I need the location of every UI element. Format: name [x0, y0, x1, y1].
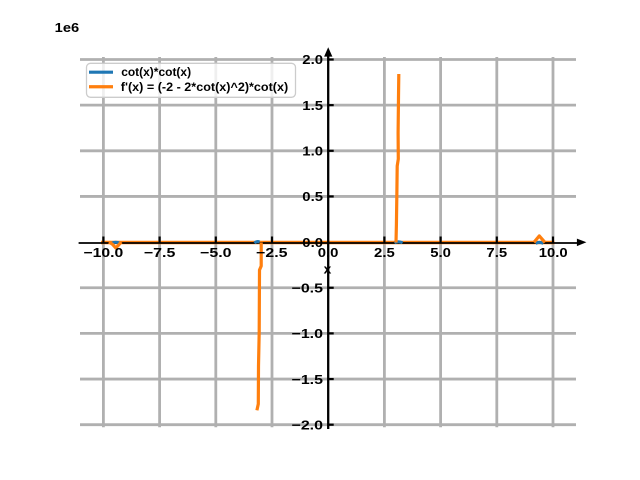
svg-text:1e6: 1e6: [55, 20, 79, 35]
svg-text:1.0: 1.0: [302, 144, 323, 159]
svg-text:0.5: 0.5: [302, 189, 323, 204]
svg-text:−2.0: −2.0: [292, 417, 324, 432]
svg-text:−0.5: −0.5: [292, 280, 324, 295]
svg-text:−2.5: −2.5: [256, 245, 288, 260]
svg-text:10.0: 10.0: [539, 245, 568, 260]
svg-text:7.5: 7.5: [486, 245, 507, 260]
svg-text:5.0: 5.0: [430, 245, 451, 260]
svg-text:2.5: 2.5: [374, 245, 395, 260]
svg-text:−5.0: −5.0: [200, 245, 232, 260]
svg-text:x: x: [324, 262, 333, 277]
svg-text:cot(x)*cot(x): cot(x)*cot(x): [121, 65, 191, 79]
svg-text:f'(x) = (-2 - 2*cot(x)^2)*cot(: f'(x) = (-2 - 2*cot(x)^2)*cot(x): [121, 80, 288, 94]
svg-text:−1.5: −1.5: [292, 372, 324, 387]
svg-text:2.0: 2.0: [302, 52, 323, 67]
svg-text:−10.0: −10.0: [84, 245, 124, 260]
svg-text:1.5: 1.5: [302, 98, 323, 113]
svg-text:−1.0: −1.0: [292, 326, 324, 341]
svg-text:−7.5: −7.5: [144, 245, 176, 260]
svg-text:0.0: 0.0: [318, 245, 339, 260]
svg-text:0.0: 0.0: [302, 235, 323, 250]
